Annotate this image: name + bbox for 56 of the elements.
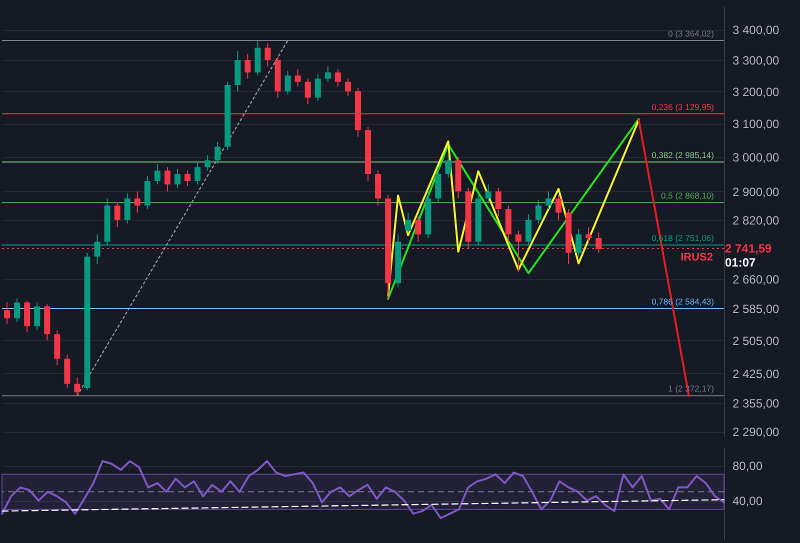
y-tick-label: 2 820,00 xyxy=(732,213,780,228)
candlestick xyxy=(445,153,452,178)
candlestick xyxy=(314,73,321,102)
candlestick xyxy=(214,141,221,164)
candlestick xyxy=(204,154,211,172)
candlestick xyxy=(194,162,201,185)
candlestick xyxy=(556,194,562,220)
text: 01:07 xyxy=(724,256,756,270)
annotation: IRUS2 xyxy=(680,252,713,264)
candlestick xyxy=(485,184,492,202)
candlestick xyxy=(294,68,301,88)
candlestick xyxy=(14,298,20,323)
candlestick xyxy=(405,212,412,234)
y-tick-label: 2 660,00 xyxy=(732,272,780,287)
candlestick xyxy=(586,226,592,244)
candlestick xyxy=(114,201,120,228)
candlestick xyxy=(124,192,130,224)
y-tick-label: 3 200,00 xyxy=(732,84,780,99)
y-tick-label: 2 425,00 xyxy=(732,366,780,381)
candlestick xyxy=(244,53,251,80)
y-tick-label: 2 900,00 xyxy=(732,184,780,199)
candlestick xyxy=(304,78,311,105)
candlestick xyxy=(34,302,40,331)
line-series xyxy=(1,460,725,520)
y-tick-label: 2 290,00 xyxy=(732,425,780,440)
candlestick xyxy=(495,187,502,217)
y-tick-label: 3 400,00 xyxy=(732,23,780,38)
candlestick xyxy=(344,78,351,97)
candlestick xyxy=(4,302,10,325)
candlestick xyxy=(535,200,542,224)
y-tick-label: 80,00 xyxy=(732,459,763,474)
y-tick-label: 40,00 xyxy=(732,494,763,508)
ref-line-label: 0,5 (2 868,10) xyxy=(661,190,714,201)
candlestick xyxy=(24,300,30,333)
ref-line-label: 0,236 (3 129,95) xyxy=(652,102,714,112)
y-tick-label: 2 355,00 xyxy=(732,396,780,411)
y-tick-label: 3 100,00 xyxy=(732,117,780,132)
y-tick-label: 2 505,00 xyxy=(732,334,780,348)
y-tick-label: 3 000,00 xyxy=(732,150,780,164)
candlestick xyxy=(546,190,552,210)
candlestick xyxy=(184,170,191,187)
candlestick xyxy=(415,216,422,242)
candlestick xyxy=(334,68,341,88)
y-tick-label: 2 585,00 xyxy=(732,302,780,316)
ref-line-label: 0 (3 364,02) xyxy=(668,28,714,38)
candlestick xyxy=(164,166,170,192)
candlestick xyxy=(154,163,160,185)
candlestick xyxy=(324,66,331,82)
ref-line-label: 0,382 (2 985,14) xyxy=(652,150,714,160)
candlestick xyxy=(174,168,180,188)
candlestick xyxy=(134,190,140,214)
candlestick xyxy=(74,377,80,396)
candlestick xyxy=(284,70,291,95)
text: 2 741,59 xyxy=(724,242,772,256)
candlestick xyxy=(264,42,271,67)
y-tick-label: 3 300,00 xyxy=(732,54,780,68)
